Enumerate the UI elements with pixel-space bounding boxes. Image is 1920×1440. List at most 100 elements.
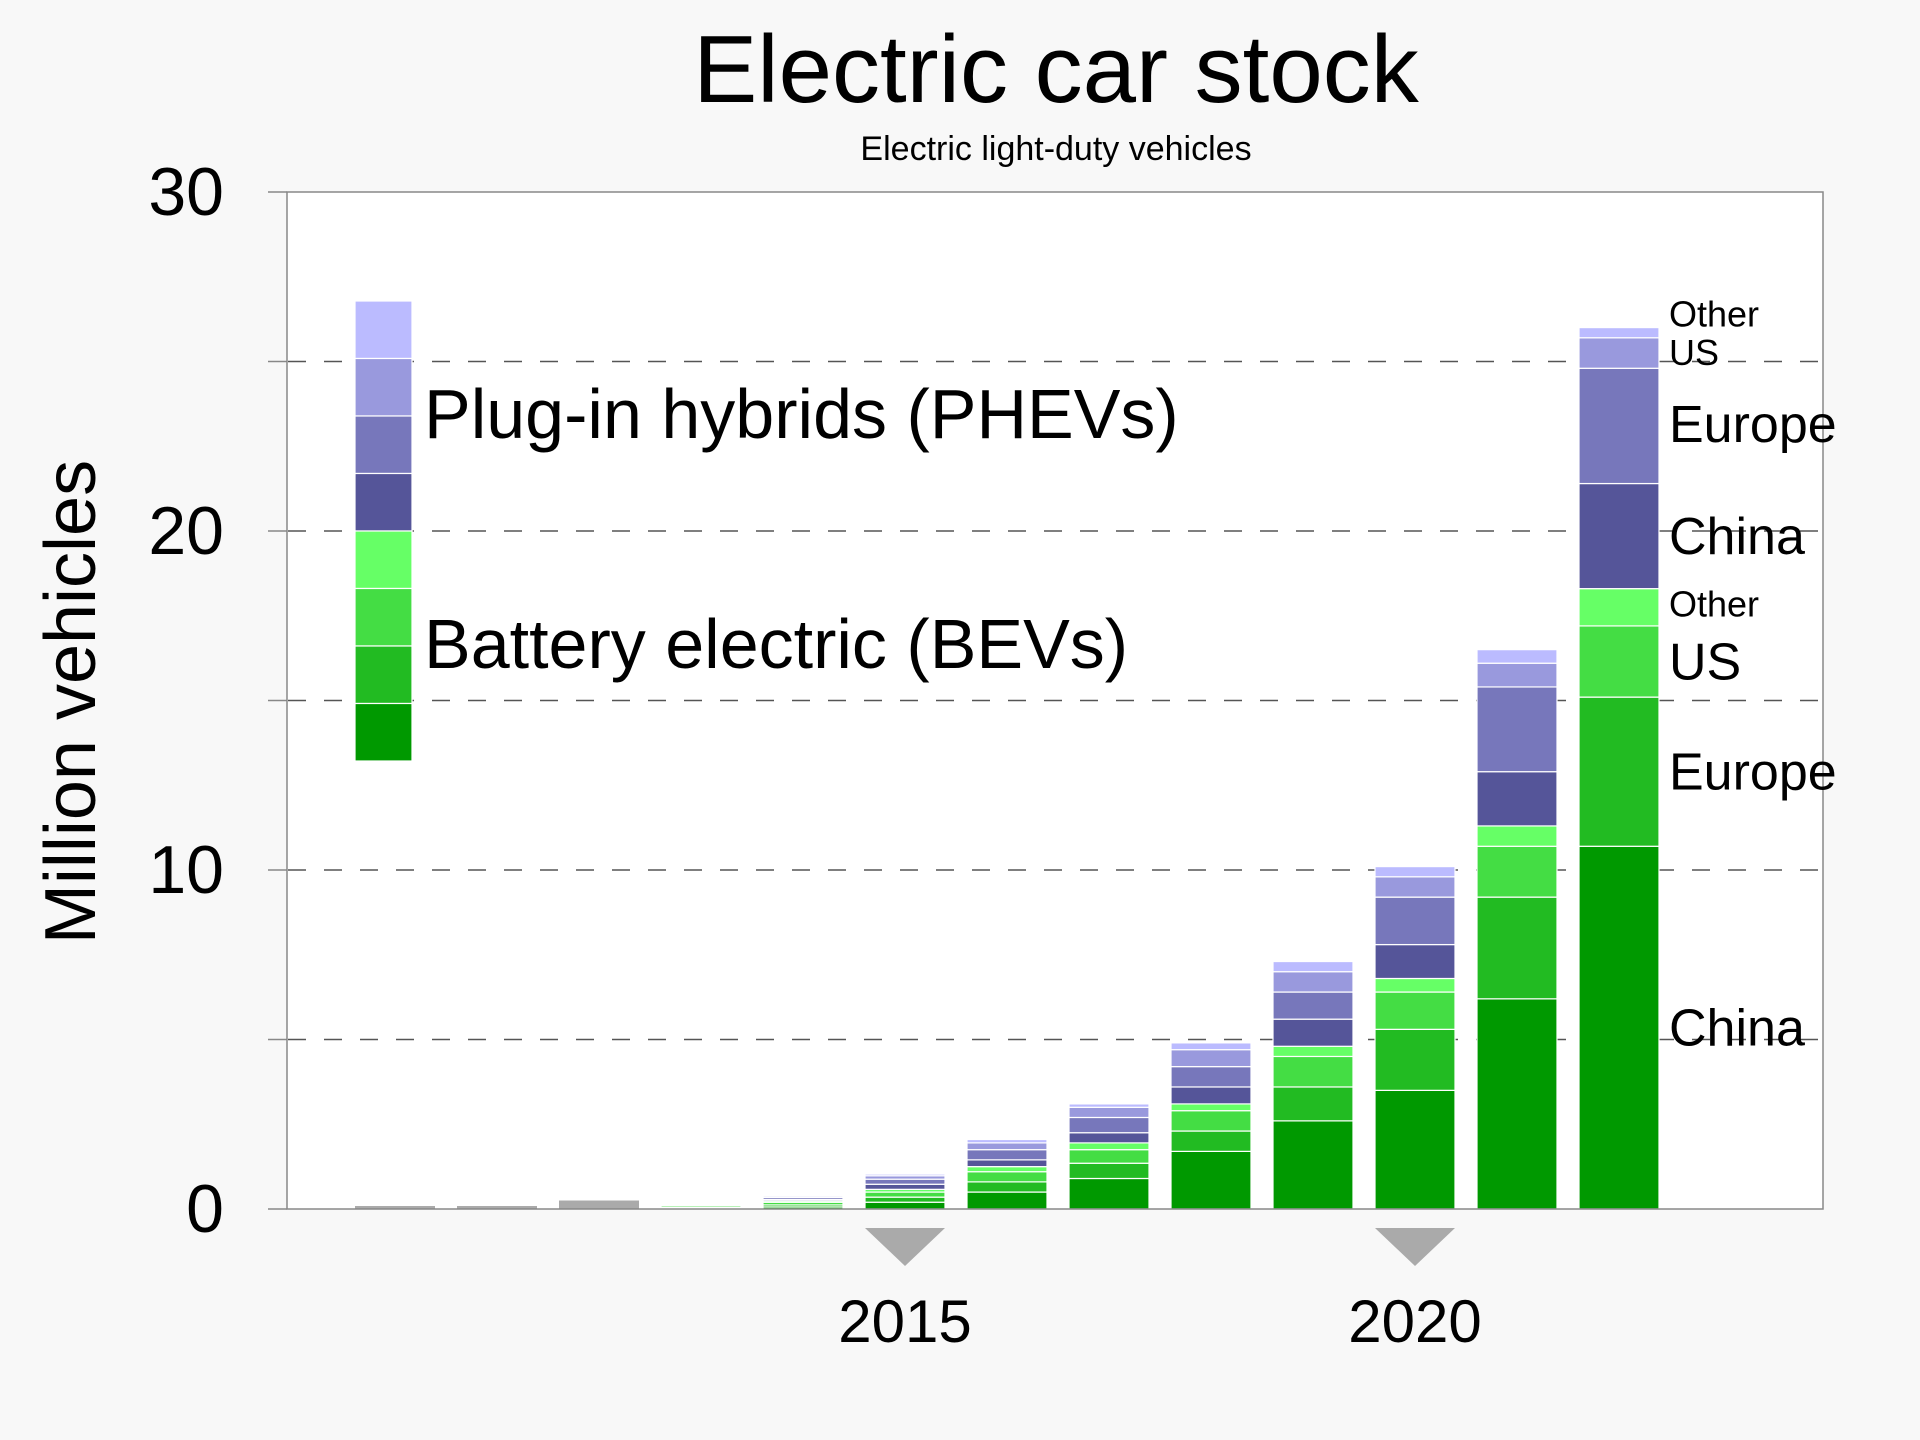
- legend-swatch-3: [354, 472, 413, 532]
- bar-2020-bev-china: [1374, 1089, 1456, 1210]
- bar-2018-bev-china: [1170, 1150, 1252, 1210]
- x-tick-label-2015: 2015: [838, 1288, 971, 1355]
- bar-2017-phev-other: [1068, 1103, 1150, 1108]
- bars: [355, 327, 1660, 1210]
- bar-2016-phev-us: [966, 1142, 1048, 1151]
- legend: Plug-in hybrids (PHEVs) Battery electric …: [354, 300, 1179, 762]
- region-label-phev-china: China: [1669, 508, 1805, 566]
- region-label-phev-other: Other: [1669, 294, 1759, 335]
- bar-2016-phev-europe: [966, 1149, 1048, 1161]
- bar-2016-bev-europe: [966, 1181, 1048, 1193]
- bar-2018-phev-us: [1170, 1049, 1252, 1068]
- bar-2014-phev-other: [762, 1194, 844, 1197]
- chart-subtitle: Electric light-duty vehicles: [860, 130, 1251, 168]
- bar-2021-bev-us: [1476, 845, 1558, 898]
- bar-2020-phev-europe: [1374, 896, 1456, 946]
- bar-2018-phev-other: [1170, 1042, 1252, 1051]
- bar-2022-phev-us: [1578, 337, 1660, 369]
- bar-2018-phev-china: [1170, 1086, 1252, 1105]
- region-label-bev-other: Other: [1669, 583, 1759, 624]
- bar-2010-total: [355, 1206, 435, 1209]
- bar-2021-phev-us: [1476, 662, 1558, 688]
- gridlines: [287, 192, 1823, 1209]
- bar-2020-phev-other: [1374, 866, 1456, 878]
- bar-2015-phev-europe: [864, 1178, 946, 1185]
- bar-2020-bev-europe: [1374, 1028, 1456, 1091]
- bar-2020-bev-us: [1374, 991, 1456, 1030]
- legend-swatch-6: [354, 645, 413, 705]
- bar-2020-phev-us: [1374, 876, 1456, 898]
- bar-2019-phev-other: [1272, 960, 1354, 973]
- year-marker-2020: [1375, 1228, 1455, 1266]
- bar-2013-phev-other: [660, 1201, 742, 1204]
- bar-2019-phev-china: [1272, 1018, 1354, 1047]
- chart-title: Electric car stock: [693, 16, 1419, 123]
- bar-2021-bev-china: [1476, 998, 1558, 1210]
- bar-2016-phev-china: [966, 1159, 1048, 1168]
- region-label-phev-europe: Europe: [1669, 396, 1837, 454]
- bar-2022-bev-china: [1578, 845, 1660, 1210]
- bar-2019-bev-china: [1272, 1120, 1354, 1210]
- bar-2021-phev-china: [1476, 771, 1558, 827]
- bar-2021-bev-europe: [1476, 896, 1558, 1000]
- bar-2018-bev-us: [1170, 1110, 1252, 1132]
- legend-label-bev: Battery electric (BEVs): [424, 605, 1128, 683]
- bar-2017-phev-europe: [1068, 1116, 1150, 1134]
- bar-2019-phev-us: [1272, 971, 1354, 993]
- bar-2019-bev-europe: [1272, 1086, 1354, 1122]
- bar-2022-phev-other: [1578, 327, 1660, 339]
- bar-2017-phev-china: [1068, 1132, 1150, 1144]
- bar-2015-bev-china: [864, 1201, 946, 1210]
- region-label-bev-europe: Europe: [1669, 744, 1837, 802]
- legend-swatch-1: [354, 357, 413, 417]
- legend-swatch-5: [354, 587, 413, 647]
- bar-2022-phev-europe: [1578, 367, 1660, 485]
- region-label-bev-us: US: [1669, 634, 1741, 692]
- year-marker-2015: [865, 1228, 945, 1266]
- bar-2018-phev-europe: [1170, 1066, 1252, 1088]
- bar-2019-bev-other: [1272, 1045, 1354, 1058]
- bar-2015-phev-china: [864, 1183, 946, 1190]
- bar-2021-phev-other: [1476, 649, 1558, 664]
- bar-2022-bev-europe: [1578, 696, 1660, 847]
- bar-2018-bev-other: [1170, 1103, 1252, 1112]
- legend-swatch-7: [354, 702, 413, 762]
- bar-2019-bev-us: [1272, 1055, 1354, 1088]
- bar-2017-bev-china: [1068, 1177, 1150, 1210]
- y-tick-label-10: 10: [148, 832, 224, 908]
- bar-2022-bev-us: [1578, 625, 1660, 698]
- bar-2012-total: [559, 1200, 639, 1209]
- bar-2016-bev-us: [966, 1171, 1048, 1183]
- y-tick-label-20: 20: [148, 493, 224, 569]
- legend-swatch-0: [354, 300, 413, 360]
- bar-2020-phev-china: [1374, 943, 1456, 980]
- axes: 0 10 20 30 2015 2020: [148, 154, 1824, 1355]
- bar-2011-total: [457, 1206, 537, 1209]
- bar-2016-phev-other: [966, 1138, 1048, 1144]
- bar-2017-bev-other: [1068, 1142, 1150, 1151]
- legend-swatch-4: [354, 530, 413, 590]
- bar-2021-phev-europe: [1476, 686, 1558, 773]
- bar-2022-phev-china: [1578, 482, 1660, 590]
- bar-2017-phev-us: [1068, 1106, 1150, 1119]
- bar-2021-bev-other: [1476, 825, 1558, 847]
- bar-2016-bev-china: [966, 1191, 1048, 1210]
- x-tick-label-2020: 2020: [1348, 1288, 1481, 1355]
- bar-2016-bev-other: [966, 1166, 1048, 1173]
- bar-2017-bev-us: [1068, 1149, 1150, 1164]
- bar-2020-bev-other: [1374, 977, 1456, 993]
- bar-2015-phev-other: [864, 1173, 946, 1177]
- y-axis-label: Million vehicles: [31, 460, 111, 944]
- bar-2015-bev-europe: [864, 1196, 946, 1203]
- bar-2015-bev-us: [864, 1191, 946, 1198]
- bar-2022-bev-other: [1578, 588, 1660, 627]
- legend-swatch-2: [354, 415, 413, 475]
- y-tick-label-30: 30: [148, 154, 224, 230]
- bar-2018-bev-europe: [1170, 1130, 1252, 1152]
- bar-2017-bev-europe: [1068, 1162, 1150, 1180]
- y-tick-label-0: 0: [186, 1171, 224, 1247]
- region-label-phev-us: US: [1669, 332, 1719, 373]
